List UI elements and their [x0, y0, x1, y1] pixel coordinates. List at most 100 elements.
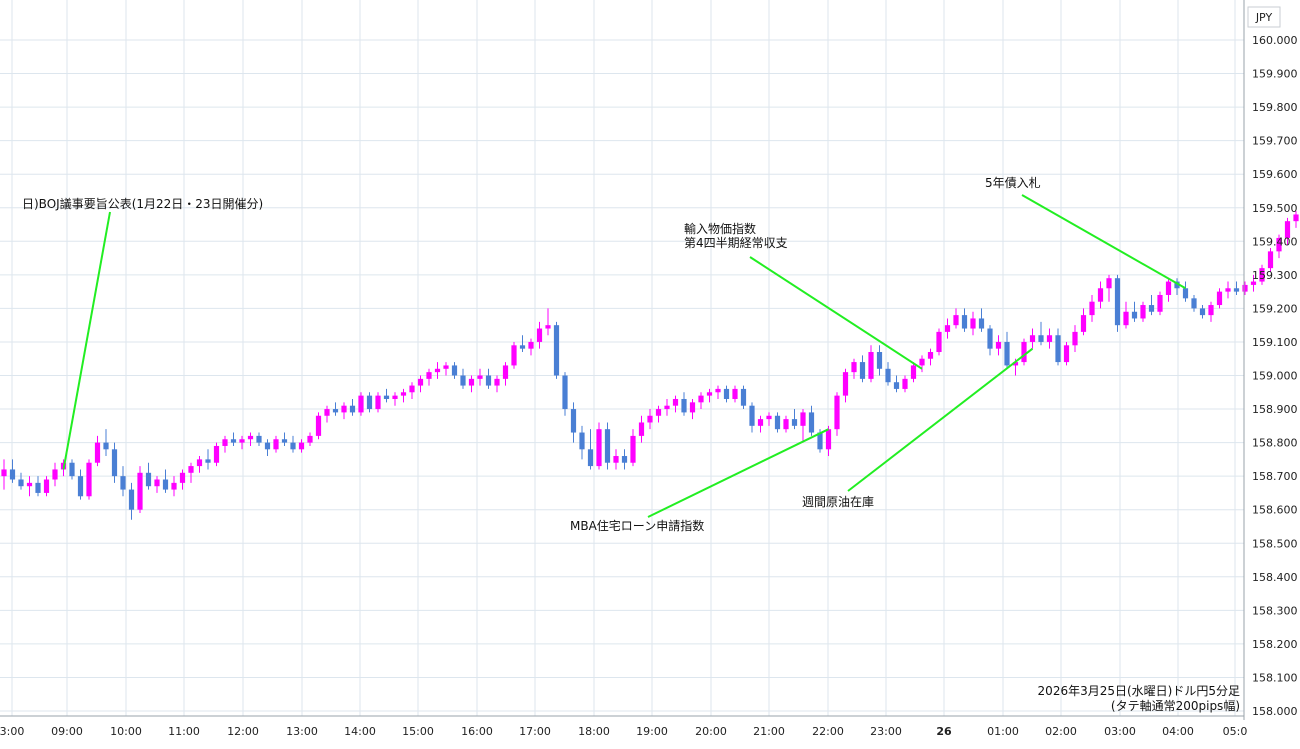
candle: [528, 338, 534, 356]
candle-body: [672, 398, 679, 406]
candle: [43, 476, 50, 497]
candle: [978, 308, 985, 332]
candle-body: [987, 328, 993, 349]
candle-body: [800, 412, 806, 426]
candle: [417, 375, 424, 393]
candle: [264, 439, 271, 457]
candle: [383, 388, 390, 403]
candle: [579, 425, 585, 460]
candle: [315, 412, 322, 440]
x-tick-label: 22:00: [812, 725, 844, 738]
x-tick-label: 11:00: [168, 725, 200, 738]
x-tick-label: 3:00: [0, 725, 24, 738]
candle-body: [893, 382, 900, 389]
x-tick-label: 16:00: [461, 725, 493, 738]
candle: [1284, 217, 1291, 245]
candle: [1267, 248, 1274, 272]
candle: [587, 429, 594, 470]
candle: [791, 409, 798, 430]
candle-body: [137, 472, 143, 510]
candle-body: [961, 315, 968, 329]
candle: [1174, 278, 1180, 295]
candle: [341, 402, 347, 420]
candle-body: [35, 482, 41, 493]
annotation-label: 週間原油在庫: [802, 495, 874, 509]
candle: [1038, 321, 1044, 346]
candle-body: [808, 412, 815, 433]
candle-body: [689, 402, 696, 413]
candle: [477, 368, 483, 386]
candle-body: [910, 365, 917, 379]
y-tick-label: 159.000: [1252, 370, 1298, 383]
candle: [494, 375, 500, 393]
candle-body: [247, 435, 254, 440]
candle: [1191, 294, 1197, 312]
candle-body: [341, 405, 347, 413]
candle-body: [298, 442, 305, 450]
candle: [987, 325, 993, 356]
candle-body: [842, 372, 849, 396]
candle-body: [1114, 278, 1121, 326]
candle: [1097, 281, 1104, 309]
candle-body: [222, 439, 228, 446]
candle: [851, 358, 857, 379]
candle: [919, 355, 925, 373]
candle: [774, 412, 781, 433]
x-tick-label: 10:00: [110, 725, 142, 738]
candle-body: [145, 472, 152, 487]
candle: [800, 409, 806, 443]
candle-body: [52, 469, 58, 480]
candle: [1157, 291, 1163, 316]
candle: [808, 405, 815, 436]
candle-body: [638, 422, 645, 436]
candle-body: [655, 409, 662, 416]
candle-body: [587, 449, 594, 467]
y-tick-label: 159.400: [1252, 235, 1298, 248]
y-tick-label: 158.800: [1252, 437, 1298, 450]
candle-body: [919, 358, 925, 366]
candle: [961, 308, 968, 332]
candle-body: [1225, 288, 1231, 292]
candle: [1242, 281, 1248, 295]
candle-body: [273, 439, 279, 450]
candle-body: [1199, 308, 1206, 316]
candle-body: [1012, 362, 1019, 366]
candle: [154, 476, 160, 493]
candle-body: [264, 442, 271, 450]
candle-body: [1174, 281, 1180, 289]
annotation-leader: [749, 256, 923, 370]
candle-body: [859, 362, 866, 379]
candle: [128, 482, 135, 520]
candle-body: [239, 439, 245, 443]
candle-body: [111, 449, 118, 477]
candle: [604, 422, 611, 470]
x-tick-label: 19:00: [636, 725, 668, 738]
candle-body: [613, 456, 619, 463]
candle: [77, 469, 84, 500]
candle: [1106, 274, 1112, 302]
candle-body: [426, 372, 432, 379]
candle-body: [171, 482, 177, 490]
candle: [1063, 341, 1070, 366]
candle: [273, 435, 279, 453]
candle: [893, 375, 900, 393]
candle: [69, 459, 75, 480]
candle: [689, 398, 696, 420]
y-tick-label: 160.000: [1252, 34, 1298, 47]
candle: [196, 456, 203, 473]
candle: [562, 372, 568, 416]
grid-layer: [0, 0, 1244, 716]
candle-body: [383, 395, 390, 399]
candle-body: [766, 415, 772, 420]
candle: [1131, 301, 1138, 322]
candle: [757, 415, 764, 433]
candle: [715, 385, 721, 399]
candle-body: [1038, 335, 1044, 342]
candle: [936, 328, 942, 356]
y-tick-label: 158.300: [1252, 604, 1298, 617]
candle: [545, 308, 551, 336]
x-tick-label: 18:00: [578, 725, 610, 738]
candle-body: [1046, 335, 1053, 342]
y-tick-label: 159.700: [1252, 135, 1298, 148]
